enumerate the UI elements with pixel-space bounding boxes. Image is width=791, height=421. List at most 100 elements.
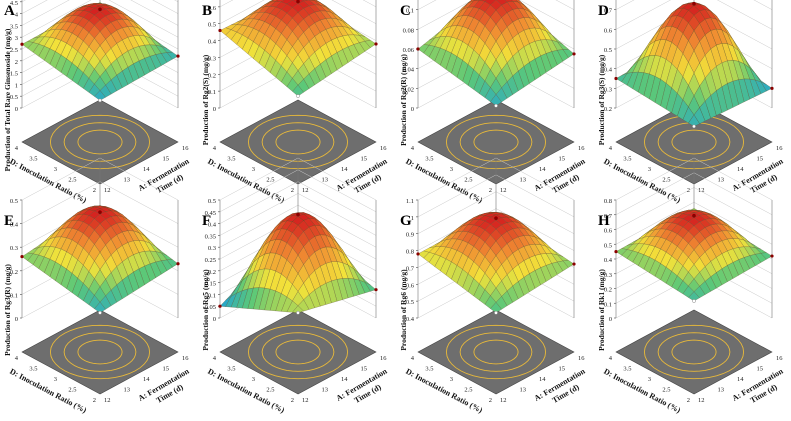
a-tick-label: 15 [757, 366, 764, 373]
contour-floor [21, 309, 179, 395]
design-point [572, 52, 576, 56]
z-axis-title: Production of Rg6 (mg/g) [399, 269, 408, 351]
z-tick-label: 0.7 [604, 213, 613, 220]
z-tick-label: 0.05 [205, 304, 216, 311]
wall-gridline [219, 0, 377, 24]
a-tick-label: 12 [302, 397, 309, 404]
z-tick-label: 0.6 [208, 5, 217, 12]
contour-floor [219, 309, 377, 395]
contour-floor [417, 309, 575, 395]
d-tick-label: 2.5 [464, 387, 472, 394]
d-tick-label: 4 [15, 355, 19, 362]
surface-cell [490, 302, 502, 313]
d-tick-label: 2 [291, 187, 294, 194]
contour-line [459, 332, 533, 372]
design-point [20, 42, 24, 46]
panel-label: E [4, 213, 14, 229]
d-tick-label: 3 [252, 376, 255, 383]
design-point [296, 0, 300, 4]
a-tick-label: 13 [322, 177, 329, 184]
z-tick-label: 0.02 [403, 86, 414, 93]
design-point [374, 288, 378, 292]
z-tick-label: 0.08 [403, 27, 414, 34]
z-tick-label: 0.5 [10, 198, 18, 205]
chart-panel-g: 0.4 0.5 0.6 0.7 0.8 0.9 1 1.1 2 2.5 3 3.5 4 12 13 14 15 1… [399, 157, 587, 415]
chart-panel-h: 0 0.1 0.2 0.3 0.4 0.5 0.6 0.7 0.8 2 2.5 3 3.5 4 12 13 14… [597, 157, 785, 415]
design-point [494, 216, 498, 221]
z-tick-label: 0.4 [604, 67, 613, 74]
z-tick-label: 0.7 [406, 265, 415, 272]
z-tick-label: 0.6 [604, 228, 613, 235]
z-tick-label: 0.5 [604, 47, 612, 54]
z-tick-label: 0.4 [10, 222, 19, 229]
panel-label: H [598, 213, 610, 229]
z-tick-label: 0.3 [208, 55, 216, 62]
d-tick-label: 3 [648, 166, 651, 173]
z-tick-label: 0.6 [406, 282, 415, 289]
a-tick-label: 13 [124, 387, 131, 394]
design-point [296, 94, 300, 98]
a-tick-label: 14 [341, 376, 348, 383]
contour-line [261, 122, 335, 162]
contour-line [657, 122, 731, 162]
wall-gridline [417, 0, 575, 30]
z-tick-label: 0.45 [205, 210, 216, 217]
a-tick-label: 13 [124, 177, 131, 184]
z-tick-label: 0.2 [208, 269, 216, 276]
z-tick-label: 0.35 [205, 233, 216, 240]
contour-floor [615, 309, 773, 395]
z-tick-label: 0.2 [208, 72, 216, 79]
z-tick-label: 1 [411, 215, 414, 222]
a-tick-label: 15 [559, 156, 566, 163]
z-tick-label: 0.1 [604, 301, 612, 308]
z-tick-label: 0.1 [406, 8, 414, 15]
z-tick-label: 0 [411, 106, 414, 113]
z-tick-label: 4 [15, 12, 19, 19]
d-tick-label: 2 [291, 397, 294, 404]
design-point [614, 250, 618, 254]
d-tick-label: 2.5 [68, 387, 76, 394]
z-tick-label: 0.1 [208, 292, 216, 299]
d-tick-label: 3.5 [227, 156, 235, 163]
z-tick-label: 0.15 [205, 281, 216, 288]
z-tick-label: 4.5 [10, 0, 18, 7]
a-tick-label: 15 [361, 366, 368, 373]
panel-label: F [202, 213, 211, 229]
contour-line [63, 122, 137, 162]
surface-cell [490, 94, 502, 106]
a-tick-label: 15 [163, 156, 170, 163]
contour-line [77, 129, 123, 155]
a-tick-label: 15 [757, 156, 764, 163]
z-tick-label: 0.2 [604, 106, 612, 113]
contour-line [275, 339, 321, 365]
a-tick-label: 12 [698, 187, 705, 194]
design-point [692, 1, 696, 6]
z-tick-label: 2.5 [10, 47, 18, 54]
surface-cell [94, 90, 106, 101]
d-tick-label: 2 [489, 397, 492, 404]
surface-cell [688, 291, 700, 302]
d-tick-label: 3.5 [623, 366, 631, 373]
d-tick-label: 2.5 [662, 177, 670, 184]
d-tick-label: 3 [648, 376, 651, 383]
z-tick-label: 0.5 [208, 198, 216, 205]
contour-line [261, 332, 335, 372]
d-tick-label: 3.5 [29, 156, 37, 163]
design-point [494, 310, 498, 315]
chart-panel-d: 0.20.30.40.50.60.70.822.533.541213141516… [597, 0, 785, 205]
z-tick-label: 0.7 [604, 8, 613, 15]
z-tick-label: 0.04 [403, 67, 415, 74]
d-tick-label: 2.5 [68, 177, 76, 184]
a-tick-label: 14 [737, 376, 744, 383]
z-tick-label: 0.4 [208, 222, 217, 229]
d-tick-label: 2.5 [266, 177, 274, 184]
a-tick-label: 13 [322, 387, 329, 394]
a-tick-label: 13 [520, 387, 527, 394]
design-point [692, 299, 696, 303]
z-tick-label: 3.5 [10, 23, 18, 30]
a-tick-label: 14 [539, 166, 546, 173]
z-tick-label: 0.4 [208, 39, 217, 46]
contour-line [671, 129, 717, 155]
d-tick-label: 4 [213, 355, 217, 362]
